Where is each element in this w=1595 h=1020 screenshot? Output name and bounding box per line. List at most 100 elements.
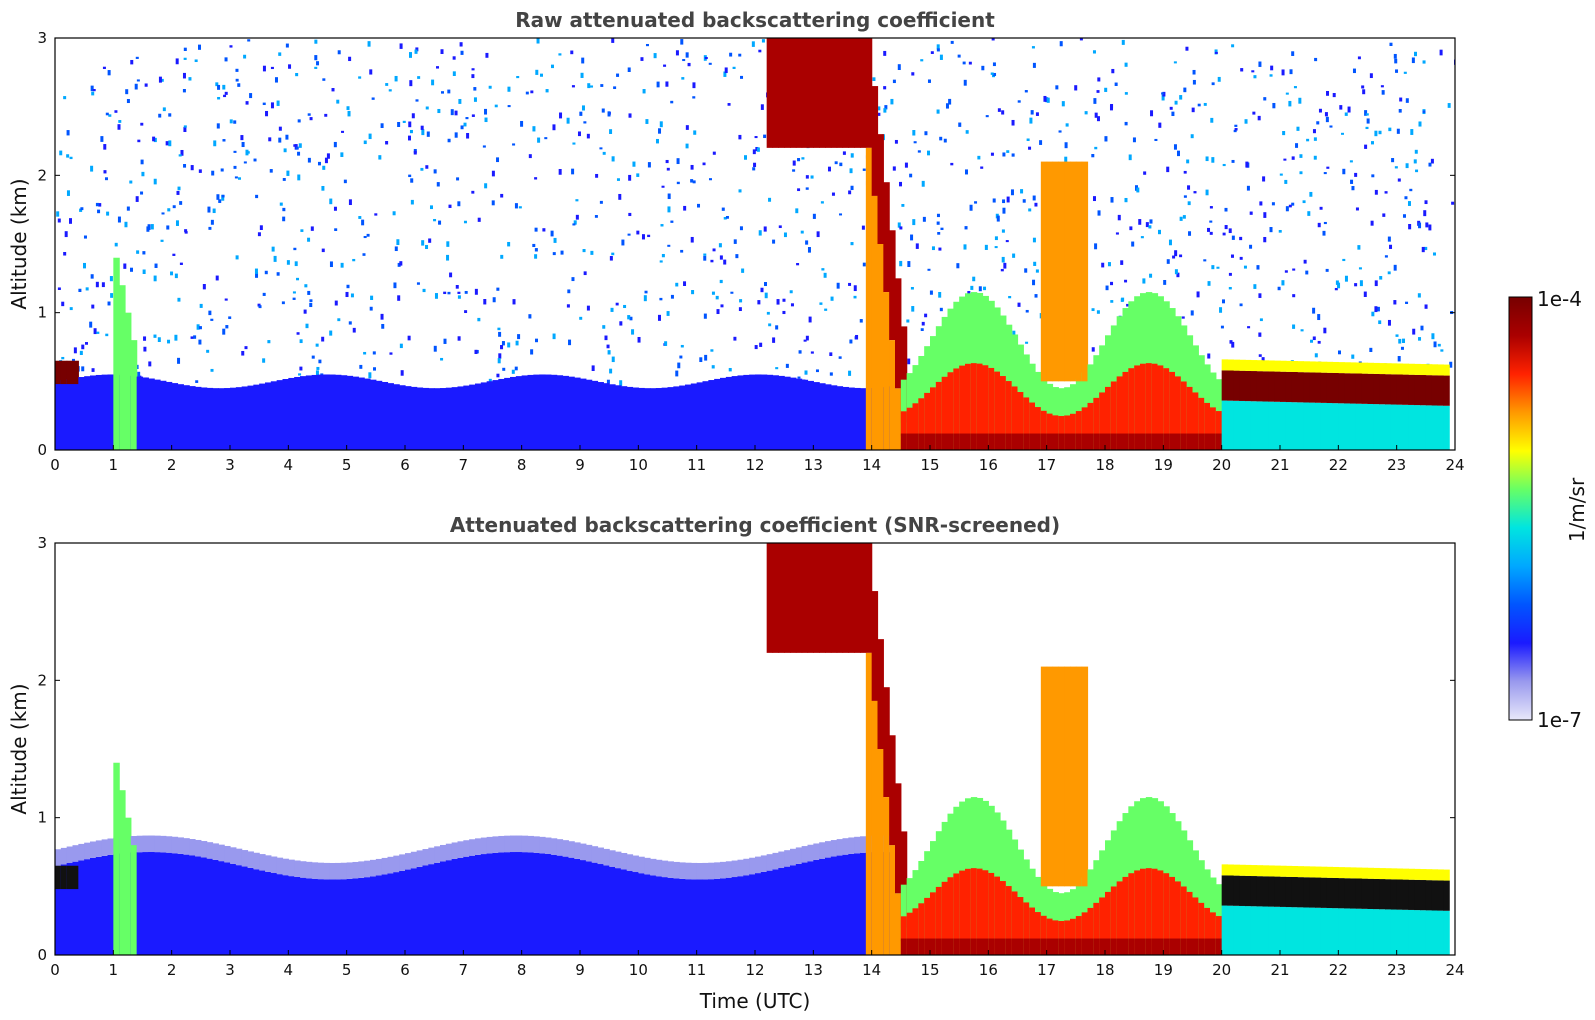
heatmap-cell: [1361, 867, 1369, 879]
heatmap-cell: [405, 853, 412, 870]
heatmap-cell: [784, 543, 791, 653]
heatmap-cell: [1075, 666, 1083, 887]
heatmap-cell: [1367, 403, 1374, 450]
noise-mark: [372, 367, 376, 371]
heatmap-cell: [1385, 868, 1392, 880]
noise-mark: [1182, 215, 1186, 219]
noise-mark: [1025, 309, 1029, 313]
heatmap-cell: [1280, 401, 1287, 450]
noise-mark: [890, 98, 894, 105]
heatmap-cell: [562, 840, 569, 857]
heatmap-cell: [1151, 363, 1159, 450]
noise-mark: [759, 342, 763, 347]
noise-mark: [447, 138, 451, 143]
heatmap-cell: [1169, 938, 1176, 955]
heatmap-cell: [1221, 875, 1229, 906]
noise-mark: [782, 298, 786, 302]
heatmap-cell: [1210, 912, 1217, 955]
noise-mark: [1249, 211, 1253, 215]
heatmap-cell: [1268, 360, 1275, 372]
heatmap-cell: [1326, 403, 1334, 450]
heatmap-cell: [585, 861, 593, 955]
heatmap-cell: [539, 836, 546, 854]
heatmap-cell: [405, 869, 412, 955]
noise-mark: [270, 102, 274, 109]
heatmap-cell: [941, 938, 949, 955]
heatmap-cell: [1408, 909, 1415, 955]
noise-mark: [1045, 97, 1049, 103]
noise-mark: [667, 244, 671, 247]
noise-mark: [1325, 268, 1329, 272]
heatmap-cell: [970, 363, 978, 450]
heatmap-cell: [218, 844, 225, 862]
noise-mark: [334, 228, 338, 231]
noise-mark: [659, 121, 663, 128]
noise-mark: [57, 287, 61, 290]
noise-mark: [1259, 201, 1263, 206]
noise-mark: [1191, 107, 1195, 113]
noise-mark: [1173, 144, 1177, 150]
heatmap-cell: [1175, 376, 1182, 450]
noise-mark: [829, 352, 833, 356]
heatmap-cell: [1402, 909, 1409, 955]
heatmap-cell: [965, 868, 972, 955]
noise-mark: [359, 364, 363, 369]
noise-mark: [849, 168, 853, 174]
heatmap-cell: [1355, 403, 1363, 450]
heatmap-cell: [1408, 404, 1415, 450]
noise-mark: [253, 158, 257, 162]
noise-mark: [361, 219, 365, 226]
heatmap-cell: [1355, 867, 1363, 879]
noise-mark: [1171, 111, 1175, 117]
noise-mark: [1413, 51, 1417, 57]
noise-mark: [518, 206, 522, 209]
noise-mark: [723, 259, 727, 265]
noise-mark: [172, 205, 176, 209]
heatmap-cell: [165, 852, 173, 955]
noise-mark: [872, 77, 876, 81]
noise-mark: [167, 339, 171, 344]
noise-mark: [153, 178, 157, 185]
noise-mark: [229, 45, 233, 48]
noise-mark: [321, 185, 325, 191]
noise-mark: [611, 252, 615, 256]
noise-mark: [1024, 90, 1028, 93]
heatmap-cell: [655, 859, 663, 877]
noise-mark: [321, 248, 325, 253]
heatmap-cell: [364, 860, 371, 878]
noise-mark: [211, 170, 215, 176]
heatmap-cell: [1227, 400, 1234, 450]
heatmap-cell: [1175, 881, 1182, 955]
x-tick-label: 24: [1445, 961, 1464, 979]
noise-mark: [95, 202, 99, 207]
heatmap-cell: [1297, 907, 1304, 955]
noise-mark: [1034, 294, 1038, 298]
x-tick-label: 22: [1329, 961, 1348, 979]
heatmap-cell: [842, 543, 849, 653]
noise-mark: [1092, 50, 1096, 54]
noise-mark: [389, 352, 393, 355]
noise-mark: [1017, 100, 1021, 103]
heatmap-cell: [725, 376, 733, 450]
noise-mark: [269, 169, 273, 173]
heatmap-cell: [673, 861, 680, 879]
heatmap-cell: [1157, 433, 1164, 450]
noise-mark: [304, 284, 308, 288]
noise-mark: [855, 334, 859, 340]
noise-mark: [613, 86, 617, 90]
noise-mark: [443, 338, 447, 344]
noise-mark: [1174, 100, 1178, 105]
noise-mark: [1029, 117, 1033, 124]
heatmap-cell: [965, 363, 972, 450]
heatmap-cell: [994, 433, 1001, 450]
noise-mark: [457, 291, 461, 294]
heatmap-cell: [1070, 161, 1077, 382]
heatmap-cell: [1437, 405, 1444, 450]
noise-mark: [436, 182, 440, 187]
noise-mark: [1394, 58, 1398, 64]
y-tick-label: 3: [37, 534, 47, 552]
noise-mark: [627, 315, 631, 320]
noise-mark: [81, 344, 85, 350]
noise-mark: [1306, 138, 1310, 142]
heatmap-cell: [650, 388, 657, 450]
